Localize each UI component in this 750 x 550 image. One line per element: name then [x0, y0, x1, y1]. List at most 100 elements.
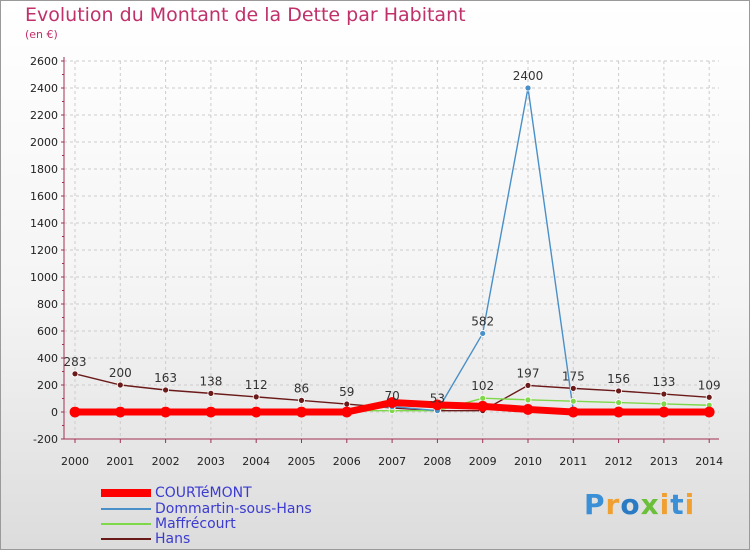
legend-swatch: [101, 489, 151, 497]
legend-swatch: [101, 523, 151, 525]
y-tick-label: 200: [37, 379, 58, 392]
data-point-3: [252, 393, 260, 401]
x-tick-label: 2008: [423, 455, 451, 468]
data-point-3: [298, 396, 305, 404]
data-label: 53: [430, 392, 445, 406]
y-tick-label: 2200: [30, 109, 58, 122]
data-point-3: [660, 390, 668, 398]
y-tick-labels: -200 0 200 400 600 800 1000 1200 1400 1600 1800 200…: [30, 55, 58, 446]
data-point-2: [569, 397, 577, 405]
data-point-3: [343, 400, 351, 408]
data-label: 197: [517, 366, 540, 380]
data-point-0: [386, 397, 398, 408]
x-tick-label: 2012: [605, 455, 633, 468]
data-point-3: [569, 384, 577, 392]
data-label: 109: [698, 378, 721, 392]
legend-item: Dommartin-sous-Hans: [101, 502, 312, 516]
x-tick-label: 2001: [106, 455, 134, 468]
legend-swatch: [101, 538, 151, 540]
data-point-1: [479, 330, 487, 337]
y-tick-label: 600: [37, 325, 58, 338]
data-point-0: [567, 406, 579, 418]
x-tick-label: 2013: [650, 455, 678, 468]
data-label: 138: [199, 374, 222, 388]
data-point-0: [703, 406, 715, 418]
legend-item: COURTéMONT: [101, 486, 252, 500]
x-tick-label: 2007: [378, 455, 406, 468]
data-point-0: [522, 404, 534, 415]
legend-label: Maffrécourt: [155, 516, 236, 532]
data-label: 112: [245, 378, 268, 392]
x-tick-label: 2005: [288, 455, 316, 468]
data-point-3: [524, 382, 532, 389]
y-tick-label: -200: [33, 433, 58, 446]
data-label: 175: [562, 369, 585, 383]
data-point-3: [207, 389, 215, 397]
data-point-2: [524, 396, 532, 404]
y-tick-label: 2400: [30, 82, 58, 95]
data-label: 163: [154, 371, 177, 385]
y-tick-label: 1800: [30, 163, 58, 176]
data-point-0: [69, 406, 81, 418]
x-tick-label: 2003: [197, 455, 225, 468]
x-tick-labels: 2000 2001 2002 2003 2004 2005 2006 2007 2008 2009…: [61, 455, 723, 468]
data-point-3: [162, 386, 170, 394]
data-point-0: [114, 406, 126, 418]
data-point-2: [615, 399, 622, 406]
legend-swatch: [101, 508, 151, 510]
data-point-0: [477, 400, 489, 412]
axes: [61, 57, 719, 443]
data-label: 2400: [513, 69, 544, 83]
data-point-0: [431, 399, 443, 411]
y-tick-label: 1400: [30, 217, 58, 230]
legend-label: COURTéMONT: [155, 485, 252, 501]
x-tick-label: 2006: [333, 455, 361, 468]
y-tick-label: 0: [51, 406, 58, 419]
data-label: 86: [294, 381, 309, 395]
x-tick-label: 2009: [469, 455, 497, 468]
y-tick-label: 1200: [30, 244, 58, 257]
x-tick-label: 2014: [695, 455, 723, 468]
data-point-3: [116, 381, 124, 389]
y-tick-label: 2000: [30, 136, 58, 149]
legend-item: Hans: [101, 532, 190, 546]
legend-item: Maffrécourt: [101, 517, 236, 531]
data-label: 102: [471, 379, 494, 393]
data-point-1: [524, 84, 532, 92]
y-tick-label: 800: [37, 298, 58, 311]
x-tick-label: 2004: [242, 455, 270, 468]
data-point-0: [205, 406, 217, 418]
data-point-0: [658, 406, 670, 418]
x-tick-label: 2002: [152, 455, 180, 468]
data-point-0: [341, 406, 353, 418]
x-tick-label: 2000: [61, 455, 89, 468]
data-point-0: [250, 406, 262, 418]
y-tick-label: 2600: [30, 55, 58, 68]
data-label: 200: [109, 366, 132, 380]
y-tick-label: 1000: [30, 271, 58, 284]
data-label: 156: [607, 372, 630, 386]
legend-label: Hans: [155, 531, 191, 547]
data-label: 582: [471, 314, 494, 328]
data-point-3: [71, 370, 79, 378]
chart-title: Evolution du Montant de la Dette par Hab…: [25, 4, 466, 26]
y-tick-label: 400: [37, 352, 58, 365]
data-labels: 283 200 163 138 112 86 59 70 53 197 175 156 133 109 10…: [64, 69, 721, 406]
data-label: 133: [652, 375, 675, 389]
data-point-2: [660, 400, 668, 408]
data-label: 283: [64, 355, 87, 369]
data-point-0: [296, 406, 307, 418]
x-tick-label: 2010: [514, 455, 542, 468]
data-label: 70: [384, 389, 399, 403]
series-points: [69, 84, 715, 418]
data-point-3: [615, 387, 622, 395]
data-point-0: [613, 406, 624, 418]
grid-lines: [64, 60, 719, 440]
chart-subtitle: (en €): [25, 28, 58, 41]
y-tick-label: 1600: [30, 190, 58, 203]
legend-label: Dommartin-sous-Hans: [155, 501, 312, 517]
data-point-3: [705, 393, 713, 401]
data-label: 59: [339, 385, 354, 399]
x-tick-label: 2011: [559, 455, 587, 468]
